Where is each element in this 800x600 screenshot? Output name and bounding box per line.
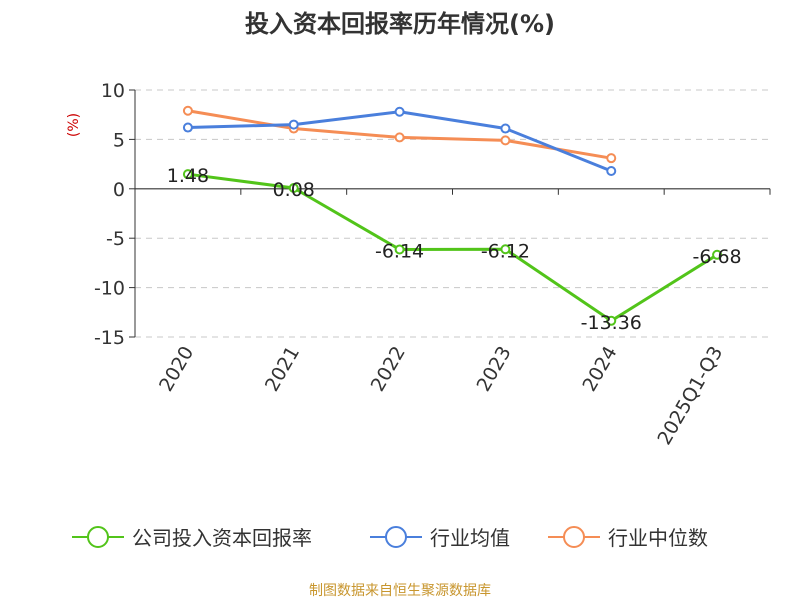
data-point <box>288 183 299 194</box>
x-axis: 2020 2021 2022 2023 2024 2025Q1-Q3 <box>134 188 771 449</box>
legend-label: 公司投入资本回报率 <box>132 526 312 550</box>
x-tick-label: 2023 <box>473 342 516 395</box>
y-tick-label: -15 <box>94 327 125 349</box>
y-tick-label: -10 <box>94 278 125 300</box>
data-point <box>606 166 617 177</box>
data-label: -6.68 <box>692 246 741 268</box>
legend-marker <box>563 526 585 548</box>
source-note: 制图数据来自恒生聚源数据库 <box>309 583 491 599</box>
legend-marker <box>385 526 407 548</box>
data-point <box>500 244 511 255</box>
data-label: -13.36 <box>581 312 642 334</box>
data-point <box>712 249 723 260</box>
data-point <box>182 122 193 133</box>
data-labels: 1.48 0.08 -6.14 -6.12 -13.36 -6.68 <box>167 165 742 334</box>
x-tick-label: 2021 <box>261 343 304 396</box>
data-point <box>394 244 405 255</box>
y-axis-unit: (%) <box>66 113 82 137</box>
data-point <box>182 169 193 180</box>
legend-label: 行业均值 <box>430 526 510 550</box>
data-label: -6.14 <box>375 240 424 262</box>
legend[interactable]: 公司投入资本回报率 行业均值 行业中位数 <box>72 526 708 550</box>
data-point <box>288 119 299 130</box>
legend-marker <box>87 526 109 548</box>
y-tick-label: 10 <box>101 80 125 102</box>
data-point <box>500 123 511 134</box>
data-label: 0.08 <box>273 179 315 201</box>
y-tick-label: 5 <box>113 129 125 151</box>
series-group <box>182 105 723 326</box>
legend-item[interactable]: 公司投入资本回报率 <box>72 526 312 550</box>
x-tick-label: 2024 <box>578 343 621 396</box>
y-tick-label: 0 <box>113 179 125 201</box>
x-tick-label: 2025Q1-Q3 <box>653 343 727 449</box>
legend-label: 行业中位数 <box>608 526 708 550</box>
x-tick-label: 2022 <box>367 343 410 396</box>
data-label: 1.48 <box>167 165 209 187</box>
legend-item[interactable]: 行业均值 <box>370 526 510 550</box>
data-point <box>500 135 511 146</box>
x-tick-label: 2020 <box>155 343 198 396</box>
data-point <box>394 132 405 143</box>
data-point <box>606 153 617 164</box>
y-tick-label: -5 <box>106 228 125 250</box>
data-label: -6.12 <box>481 240 530 262</box>
data-point <box>606 315 617 326</box>
data-point <box>394 106 405 117</box>
legend-item[interactable]: 行业中位数 <box>548 526 708 550</box>
chart-title: 投入资本回报率历年情况(%) <box>245 10 555 38</box>
y-axis-ticks: 10 5 0 -5 -10 -15 <box>94 80 136 349</box>
series-line <box>187 172 718 323</box>
data-point <box>182 105 193 116</box>
